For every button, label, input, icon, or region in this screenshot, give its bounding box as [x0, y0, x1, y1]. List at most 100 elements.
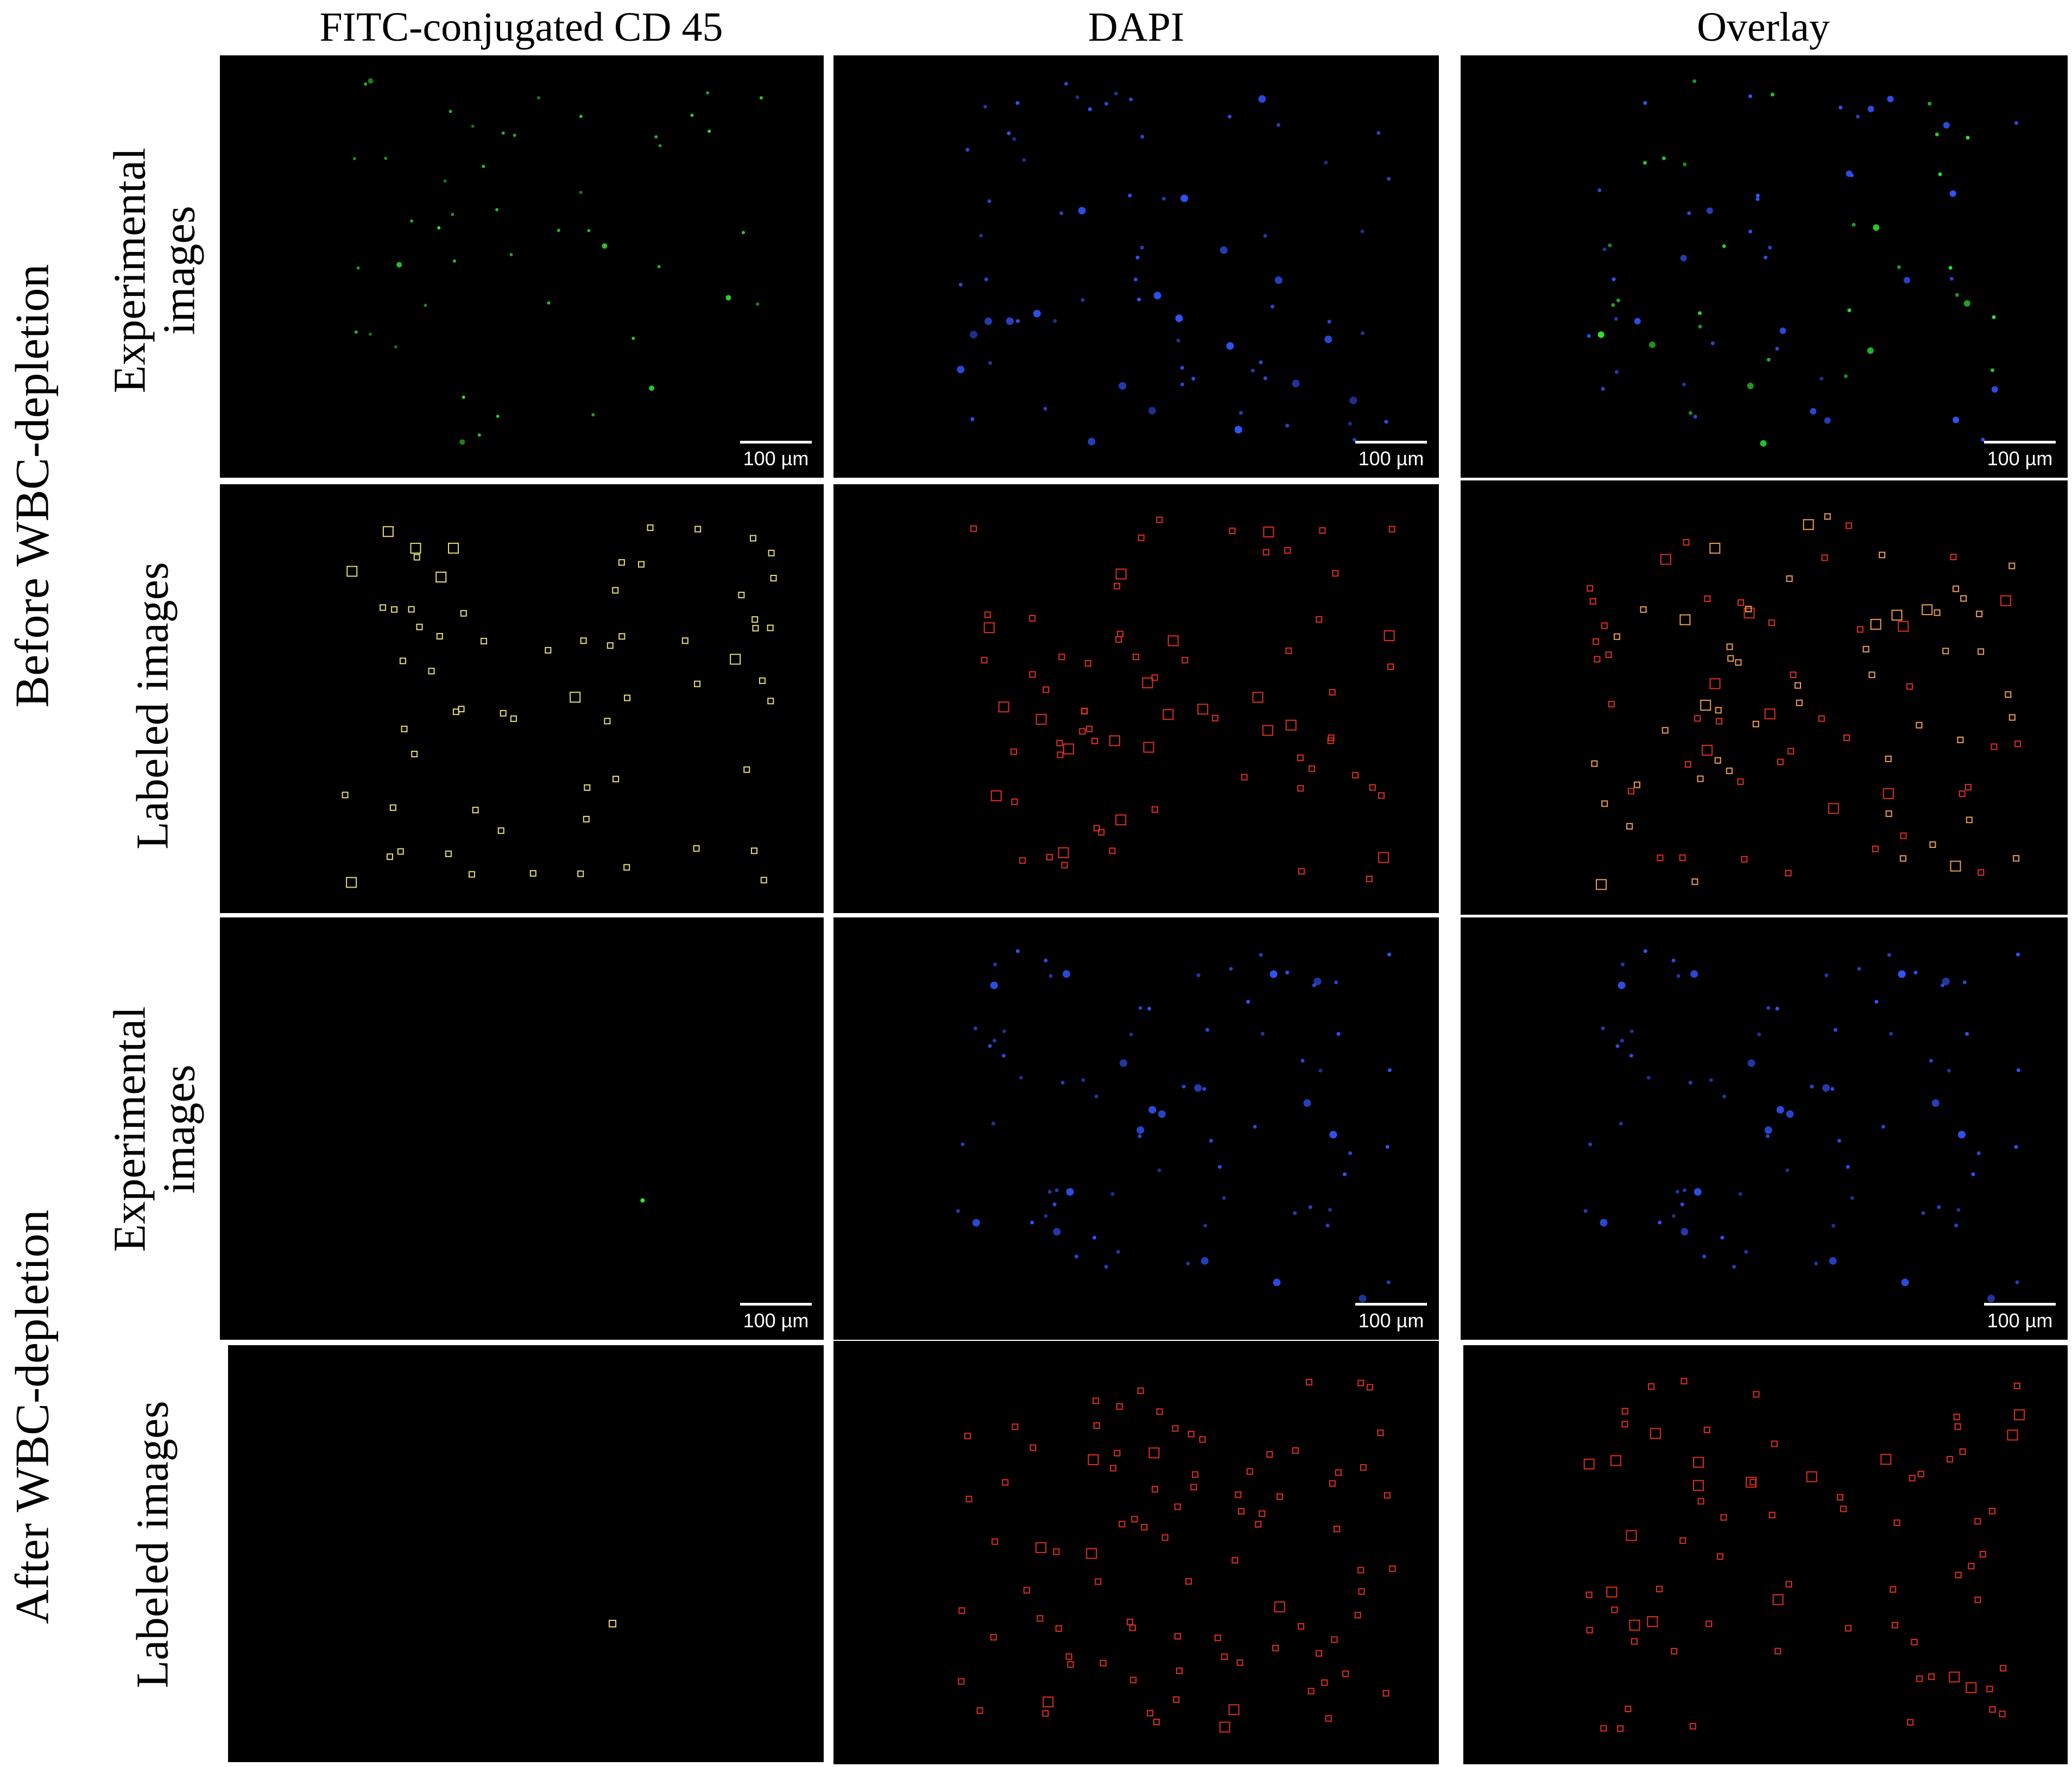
cell-label-box	[752, 625, 759, 632]
fluorescent-cell	[1180, 382, 1184, 387]
fluorescent-cell	[1376, 131, 1381, 135]
fluorescent-cell	[654, 135, 658, 139]
labeled-image-dapi	[970, 516, 1395, 883]
cell-label-box	[1126, 1618, 1133, 1625]
cell-label-box	[1115, 636, 1122, 643]
cell-label-box	[1095, 1578, 1102, 1585]
cell-label-box	[1093, 1422, 1100, 1429]
fluorescent-cell	[1292, 379, 1300, 388]
fluorescent-cell	[658, 144, 662, 148]
cell-label-box	[1959, 1448, 1966, 1455]
fluorescent-cell	[1682, 382, 1686, 387]
cell-label-box	[1879, 552, 1886, 559]
cell-label-box	[1214, 1635, 1221, 1642]
fluorescent-cell	[1824, 973, 1829, 978]
cell-label-box	[1358, 1588, 1365, 1595]
cell-label-box	[1163, 709, 1174, 720]
fluorescent-cell	[1873, 224, 1880, 231]
cell-label-box	[1221, 1653, 1228, 1660]
cell-label-box	[1152, 1486, 1159, 1493]
fluorescent-cell	[1015, 949, 1020, 953]
cell-label-box	[1002, 1479, 1009, 1486]
cell-label-box	[1692, 1480, 1704, 1491]
cell-label-box	[1199, 1436, 1206, 1443]
fluorescent-cell	[1963, 300, 1970, 307]
fluorescent-cell	[1822, 1084, 1830, 1092]
cell-label-box	[1605, 651, 1612, 658]
fluorescent-cell	[1786, 1110, 1794, 1118]
fluorescent-cell	[1092, 1236, 1097, 1240]
fluorescent-cell	[970, 331, 978, 339]
cell-label-box	[1141, 1524, 1148, 1531]
cell-label-box	[1626, 823, 1633, 830]
cell-label-box	[580, 637, 587, 644]
cell-label-box	[2013, 1409, 2025, 1421]
cell-label-box	[1922, 604, 1933, 616]
cell-label-box	[1262, 725, 1273, 736]
fluorescent-cell	[2015, 1280, 2019, 1284]
cell-label-box	[481, 637, 488, 644]
fluorescent-cell	[1312, 983, 1316, 987]
fluorescent-cell	[482, 164, 485, 168]
fluorescent-cell	[1671, 1214, 1676, 1218]
cell-label-box	[1679, 854, 1686, 861]
fluorescent-cell	[1348, 1151, 1353, 1155]
cell-label-box	[2008, 562, 2016, 569]
fluorescent-cell	[1158, 1110, 1166, 1118]
cell-label-box	[738, 592, 745, 599]
row-label-after-experimental: Experimental images	[104, 1006, 204, 1252]
cell-label-box	[1228, 1704, 1240, 1715]
fluorescent-cell	[1180, 194, 1189, 202]
fluorescent-cell	[991, 1122, 995, 1126]
cell-label-box	[1098, 829, 1105, 836]
cell-label-box	[1596, 879, 1607, 890]
fluorescent-cell	[1205, 1028, 1210, 1032]
cell-label-box	[1357, 1567, 1365, 1574]
cell-label-box	[1613, 633, 1620, 640]
fluorescent-cell	[984, 277, 988, 282]
fluorescent-cell	[1002, 1054, 1006, 1058]
cell-label-box	[1648, 1383, 1655, 1390]
fluorescent-cell	[1620, 1038, 1624, 1043]
fluorescent-cell	[1698, 325, 1702, 329]
cell-label-box	[1787, 748, 1795, 755]
cell-label-box	[1752, 720, 1759, 727]
cell-label-box	[1252, 692, 1264, 703]
cell-label-box	[1885, 755, 1892, 762]
fluorescent-cell	[1744, 1250, 1748, 1254]
fluorescent-cell	[1259, 953, 1263, 957]
panel-after-dapi-experimental: 100 µm	[833, 917, 1439, 1340]
fluorescent-cell	[1226, 342, 1234, 350]
fluorescent-cell	[1634, 318, 1641, 325]
fluorescent-cell	[1588, 1142, 1593, 1147]
cell-label-box	[1617, 1725, 1624, 1732]
cell-label-box	[1583, 1458, 1595, 1470]
cell-label-box	[647, 524, 654, 531]
cell-label-box	[1986, 1686, 1993, 1693]
cell-label-box	[1803, 519, 1814, 530]
cell-label-box	[1950, 860, 1961, 872]
cell-label-box	[1029, 1444, 1037, 1451]
fluorescent-cell	[1947, 1068, 1951, 1073]
fluorescent-cell	[1217, 1164, 1222, 1169]
cell-label-box	[1263, 526, 1274, 537]
row-label-before-labeled: Labeled images	[127, 562, 178, 850]
cell-label-box	[1694, 715, 1701, 722]
fluorescent-cell	[1956, 1208, 1961, 1212]
cell-label-box	[1960, 595, 1967, 602]
fluorescent-cell	[368, 332, 372, 336]
fluorescent-cell	[1081, 298, 1085, 302]
fluorescent-cell	[1387, 952, 1392, 957]
cell-label-box	[510, 715, 517, 722]
fluorescent-cell	[1063, 970, 1071, 978]
cell-label-box	[1316, 1650, 1323, 1657]
cell-label-box	[1235, 1491, 1242, 1498]
cell-label-box	[1974, 1597, 1981, 1604]
cell-label-box	[1745, 605, 1752, 612]
cell-label-box	[1872, 845, 1879, 852]
cell-label-box	[1844, 1625, 1852, 1632]
fluorescent-cell	[1263, 233, 1267, 238]
cell-label-box	[1023, 1587, 1030, 1594]
fluorescent-cell	[1088, 107, 1092, 111]
fluorescent-cell	[1966, 136, 1970, 140]
